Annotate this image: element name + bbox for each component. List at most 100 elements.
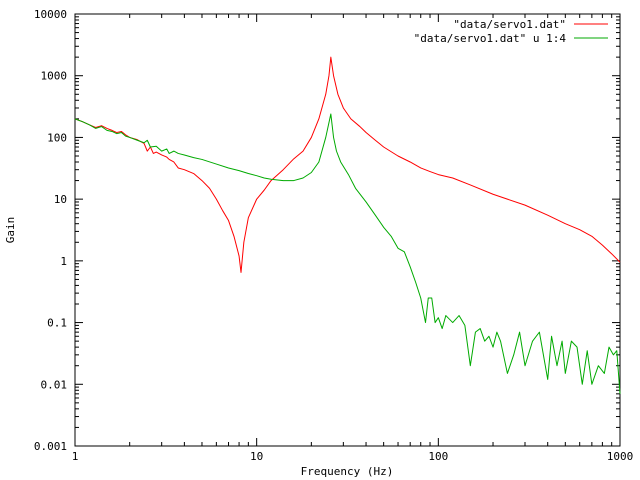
x-axis-title: Frequency (Hz) (301, 465, 394, 478)
data-point (488, 335, 490, 337)
y-tick-label: 0.1 (47, 317, 67, 330)
data-point (591, 383, 593, 385)
y-tick-label: 1 (60, 255, 67, 268)
plot-frame (74, 13, 621, 447)
data-point (282, 179, 284, 181)
data-point (484, 340, 486, 342)
data-point (166, 148, 168, 150)
data-point (227, 219, 229, 221)
data-point (111, 130, 113, 132)
legend: "data/servo1.dat""data/servo1.dat" u 1:4 (414, 18, 608, 45)
data-point (452, 177, 454, 179)
data-point (337, 93, 339, 95)
data-point (243, 241, 245, 243)
data-point (160, 150, 162, 152)
data-point (192, 156, 194, 158)
data-point (215, 198, 217, 200)
data-point (310, 171, 312, 173)
series-line (74, 56, 621, 273)
data-point (603, 372, 605, 374)
data-point (238, 169, 240, 171)
data-point (397, 247, 399, 249)
data-point (173, 161, 175, 163)
data-point (88, 124, 90, 126)
data-point (524, 365, 526, 367)
data-point (310, 136, 312, 138)
data-point (561, 340, 563, 342)
data-point (152, 152, 154, 154)
data-point (183, 154, 185, 156)
data-point (513, 354, 515, 356)
data-point (365, 201, 367, 203)
data-point (215, 163, 217, 165)
data-point (441, 327, 443, 329)
x-tick-label: 100 (428, 450, 448, 463)
data-point (342, 107, 344, 109)
data-point (302, 150, 304, 152)
data-point (570, 340, 572, 342)
data-point (106, 129, 108, 131)
data-point (382, 226, 384, 228)
data-point (335, 150, 337, 152)
data-point (524, 204, 526, 206)
data-point (506, 372, 508, 374)
legend-label: "data/servo1.dat" (453, 18, 566, 31)
y-tick-label: 100 (47, 131, 67, 144)
data-point (424, 321, 426, 323)
data-point (403, 251, 405, 253)
data-point (420, 167, 422, 169)
data-point (328, 75, 330, 77)
data-point (160, 154, 162, 156)
data-point (325, 93, 327, 95)
data-point (579, 228, 581, 230)
data-point (469, 365, 471, 367)
data-point (302, 177, 304, 179)
data-point (616, 350, 618, 352)
data-point (547, 378, 549, 380)
data-point (247, 217, 249, 219)
data-point (581, 383, 583, 385)
data-point (149, 146, 151, 148)
data-point (427, 297, 429, 299)
x-tick-label: 1000 (607, 450, 634, 463)
data-point (332, 75, 334, 77)
series-1 (74, 56, 621, 273)
y-tick-label: 10000 (34, 8, 67, 21)
data-point (397, 155, 399, 157)
data-point (492, 346, 494, 348)
data-point (464, 324, 466, 326)
data-point (458, 314, 460, 316)
data-point (128, 136, 130, 138)
data-point (586, 350, 588, 352)
data-point (233, 235, 235, 237)
data-point (556, 365, 558, 367)
data-point (168, 152, 170, 154)
data-point (255, 174, 257, 176)
data-point (192, 172, 194, 174)
data-point (420, 297, 422, 299)
data-point (136, 139, 138, 141)
data-point (155, 145, 157, 147)
data-point (166, 156, 168, 158)
data-point (365, 131, 367, 133)
data-point (177, 167, 179, 169)
data-point (608, 346, 610, 348)
y-axis-title: Gain (4, 217, 17, 244)
data-point (445, 314, 447, 316)
data-point (374, 214, 376, 216)
data-point (610, 253, 612, 255)
data-point (564, 372, 566, 374)
y-tick-label: 0.01 (41, 378, 68, 391)
x-tick-label: 1 (72, 450, 79, 463)
data-point (597, 365, 599, 367)
y-tick-label: 1000 (41, 70, 68, 83)
data-point (255, 198, 257, 200)
legend-label: "data/servo1.dat" u 1:4 (414, 32, 567, 45)
data-point (155, 151, 157, 153)
data-point (330, 113, 332, 115)
data-point (124, 135, 126, 137)
data-point (409, 266, 411, 268)
data-point (531, 340, 533, 342)
data-point (208, 187, 210, 189)
